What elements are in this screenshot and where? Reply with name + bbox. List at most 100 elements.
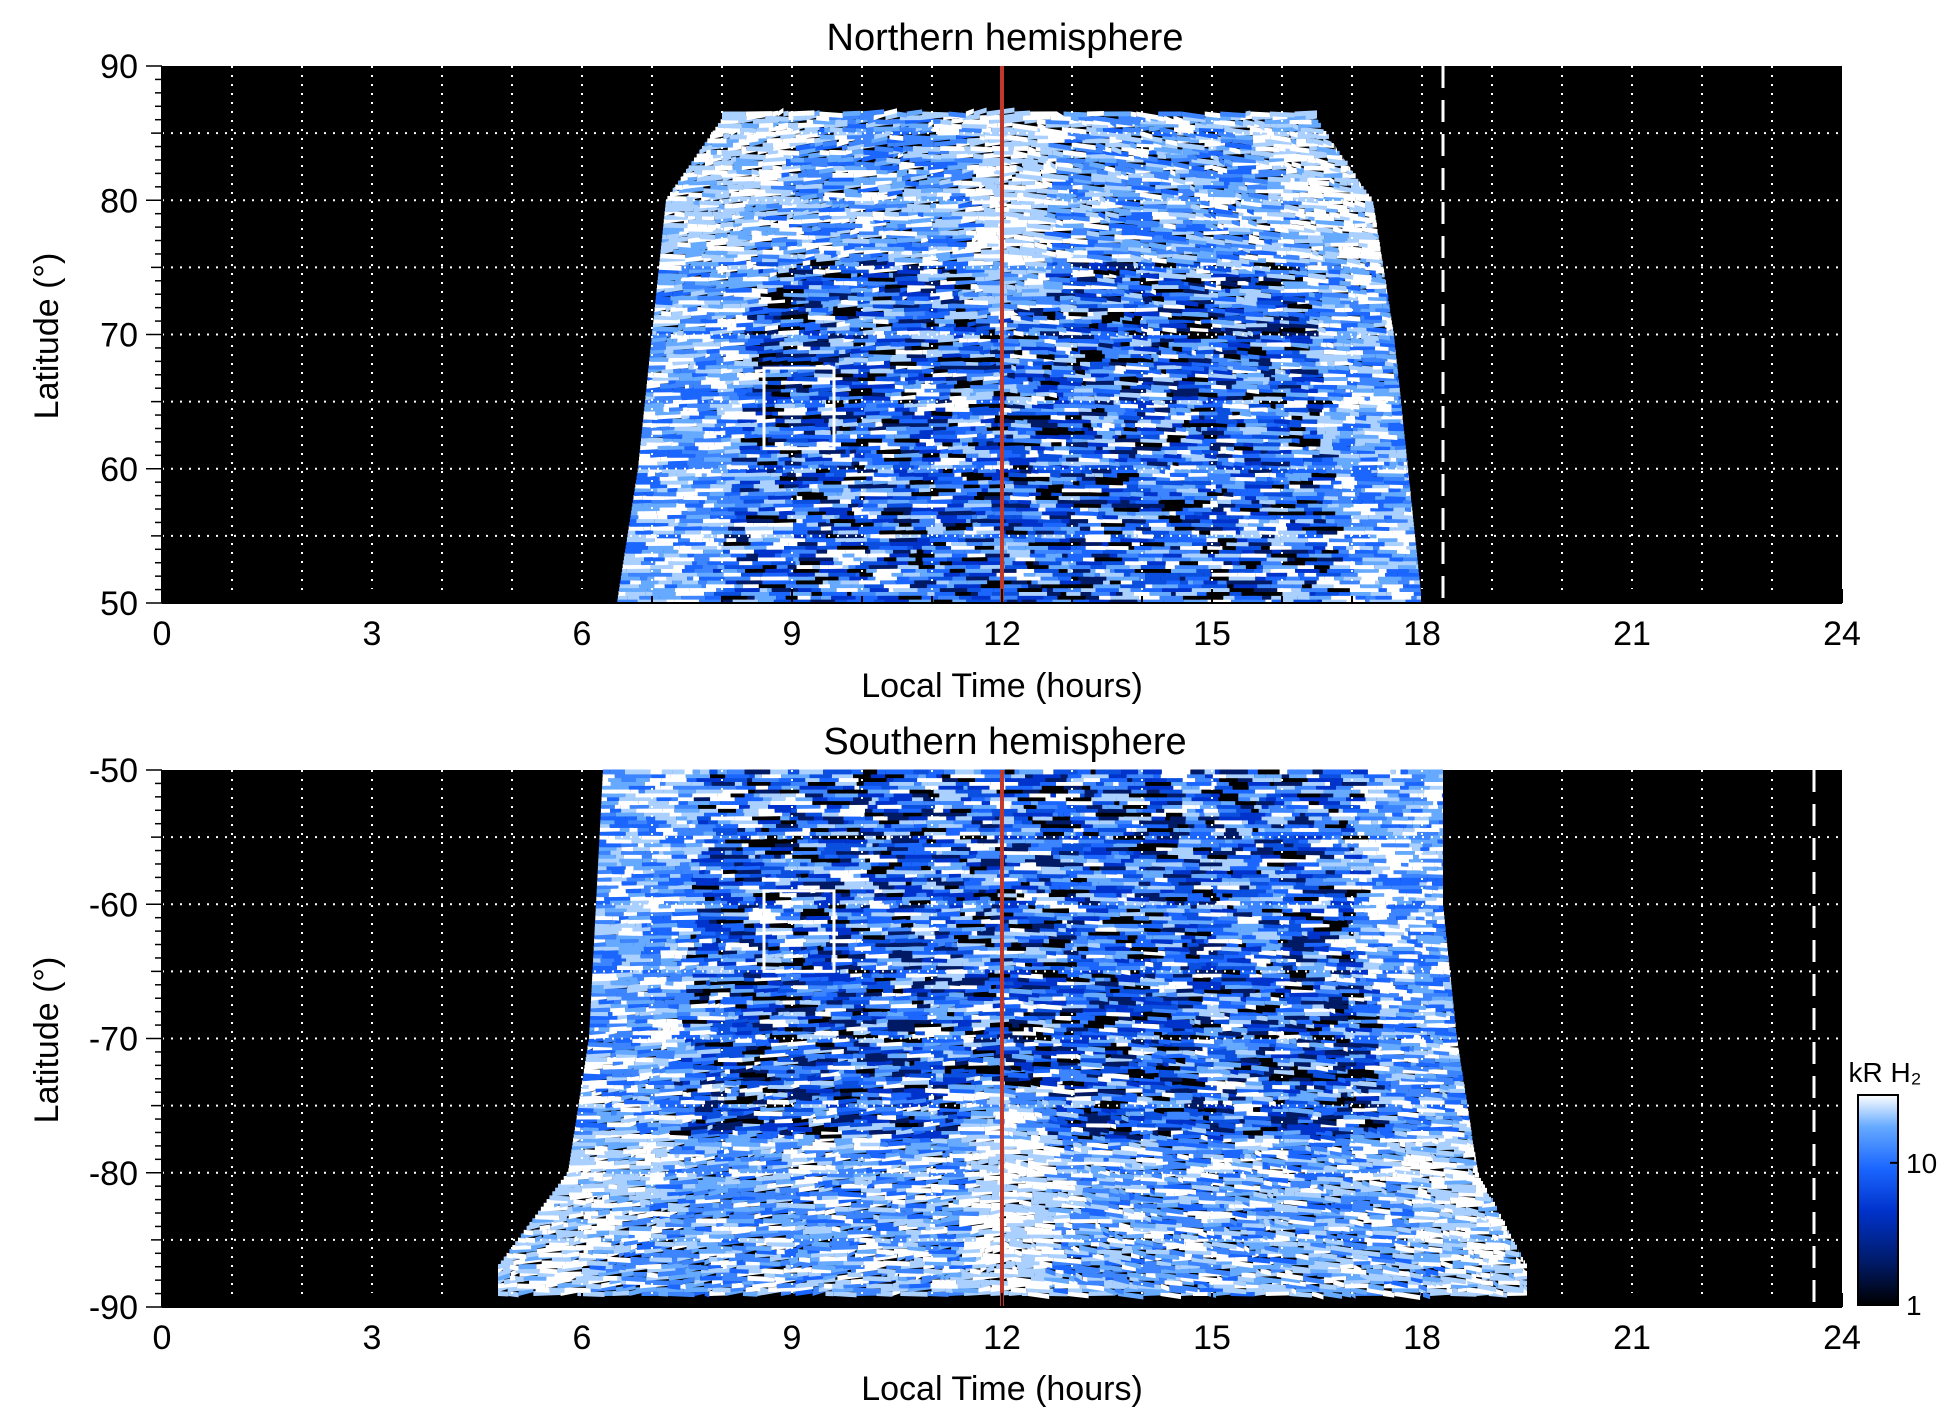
emission-cell	[1386, 567, 1409, 574]
emission-cell	[798, 280, 803, 286]
emission-cell	[650, 567, 661, 573]
emission-cell	[750, 195, 773, 202]
emission-cell	[959, 571, 970, 577]
emission-cell	[1270, 583, 1293, 589]
emission-cell	[692, 560, 697, 566]
emission-cell	[747, 387, 753, 393]
emission-cell	[815, 575, 839, 581]
emission-cell	[1262, 594, 1272, 600]
emission-cell	[827, 548, 846, 554]
emission-cell	[1255, 575, 1266, 581]
emission-cell	[699, 575, 725, 581]
emission-cell	[1190, 556, 1213, 562]
emission-cell	[891, 475, 897, 481]
emission-cell	[900, 567, 916, 573]
emission-cell	[650, 564, 674, 569]
emission-cell	[684, 564, 703, 569]
emission-cell	[952, 575, 967, 581]
emission-cell	[1082, 548, 1104, 554]
emission-cell	[671, 556, 695, 562]
emission-cell	[884, 556, 897, 562]
emission-cell	[1262, 567, 1271, 573]
emission-cell	[1309, 590, 1316, 596]
emission-cell	[797, 594, 811, 600]
emission-cell	[1058, 567, 1068, 573]
emission-cell	[664, 583, 678, 589]
emission-cell	[1152, 211, 1169, 217]
emission-cell	[857, 587, 870, 593]
emission-cell	[828, 579, 841, 585]
emission-cell	[645, 590, 653, 596]
emission-cell	[1091, 590, 1110, 596]
emission-cell	[936, 579, 949, 585]
emission-cell	[736, 579, 763, 585]
emission-cell	[715, 357, 724, 362]
emission-cell	[1132, 583, 1146, 589]
emission-cell	[1260, 560, 1283, 566]
emission-cell	[952, 449, 963, 455]
emission-cell	[1227, 583, 1234, 589]
emission-cell	[1141, 579, 1167, 585]
emission-cell	[1394, 395, 1399, 401]
emission-cell	[1081, 587, 1096, 592]
emission-cell	[884, 211, 900, 218]
emission-cell	[951, 552, 968, 558]
emission-cell	[790, 548, 817, 554]
emission-cell	[693, 575, 700, 581]
emission-cell	[909, 479, 915, 485]
north-title: Northern hemisphere	[827, 17, 1184, 59]
emission-cell	[876, 567, 901, 573]
emission-cell	[1378, 587, 1387, 592]
emission-cell	[1334, 575, 1344, 581]
emission-cell	[741, 590, 770, 596]
emission-cell	[1042, 364, 1052, 370]
emission-cell	[1027, 360, 1033, 367]
emission-cell	[631, 587, 648, 592]
emission-cell	[1068, 583, 1094, 589]
emission-cell	[928, 575, 953, 581]
emission-cell	[867, 552, 890, 558]
emission-cell	[954, 583, 981, 589]
emission-cell	[1282, 560, 1306, 566]
emission-cell	[966, 564, 981, 569]
emission-cell	[799, 560, 821, 566]
emission-cell	[842, 238, 870, 244]
emission-cell	[819, 564, 829, 570]
emission-cell	[1016, 567, 1035, 574]
emission-cell	[967, 587, 981, 593]
emission-cell	[1163, 571, 1180, 577]
emission-cell	[1287, 571, 1299, 577]
emission-cell	[1072, 567, 1091, 573]
emission-cell	[872, 211, 885, 217]
emission-cell	[1316, 579, 1340, 585]
emission-cell	[620, 579, 631, 585]
emission-cell	[1378, 567, 1387, 574]
emission-cell	[888, 518, 894, 524]
emission-cell	[820, 587, 837, 592]
emission-cell	[1296, 552, 1310, 558]
emission-cell	[1109, 590, 1117, 596]
emission-cell	[1277, 579, 1305, 585]
emission-cell	[1234, 594, 1263, 600]
emission-cell	[877, 556, 885, 562]
emission-cell	[621, 571, 629, 577]
emission-cell	[896, 575, 910, 581]
emission-cell	[1052, 587, 1082, 593]
emission-cell	[680, 318, 701, 324]
emission-cell	[895, 579, 915, 585]
emission-cell	[1044, 257, 1053, 263]
emission-cell	[1083, 571, 1095, 577]
emission-cell	[627, 594, 640, 600]
emission-cell	[776, 594, 786, 600]
emission-cell	[890, 341, 900, 347]
emission-cell	[898, 594, 922, 600]
emission-cell	[1327, 587, 1350, 593]
emission-cell	[785, 583, 793, 589]
emission-cell	[1066, 590, 1081, 596]
emission-cell	[1338, 590, 1351, 596]
emission-cell	[1193, 579, 1204, 585]
emission-cell	[1214, 552, 1241, 558]
emission-cell	[724, 203, 733, 209]
emission-cell	[810, 594, 821, 600]
